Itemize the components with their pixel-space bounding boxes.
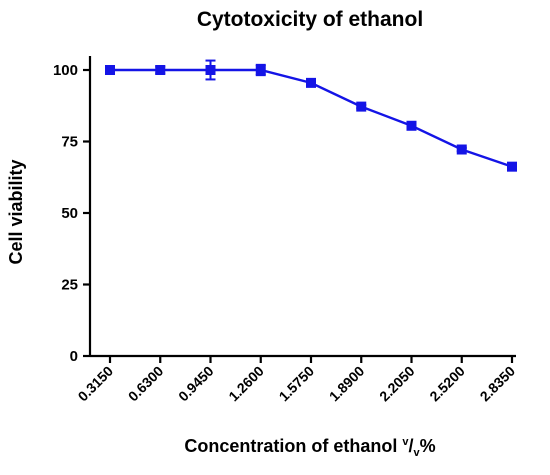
x-axis-label: Concentration of ethanol v/v% (184, 436, 435, 459)
x-tick-label: 1.5750 (276, 363, 318, 405)
data-point (205, 65, 216, 75)
y-tick-label: 75 (61, 134, 78, 151)
data-point (356, 101, 367, 112)
x-tick-label: 0.6300 (125, 363, 167, 405)
x-axis-label-prefix: Concentration of ethanol (184, 436, 402, 456)
chart-title: Cytotoxicity of ethanol (197, 8, 423, 31)
data-point (155, 65, 166, 75)
x-tick-label: 2.2050 (376, 363, 418, 405)
y-tick-label: 0 (70, 348, 78, 365)
x-tick-label: 1.2600 (225, 363, 267, 405)
data-point (105, 65, 115, 75)
data-point (306, 77, 316, 88)
plot-area: 0 25 50 75 100 0.3150 0.6300 0.9450 1.2600 1.5750… (53, 56, 518, 404)
data-point (255, 65, 266, 75)
x-axis-label-slash: / (408, 436, 413, 456)
data-point (507, 161, 517, 172)
data-point (456, 144, 467, 155)
x-tick-label: 1.8900 (326, 363, 368, 405)
x-tick-label: 2.5200 (426, 363, 468, 405)
x-axis-label-suffix: % (420, 436, 436, 456)
x-tick-label: 0.9450 (175, 363, 217, 405)
y-tick-label: 25 (61, 277, 78, 294)
y-axis-label: Cell viability (6, 159, 26, 264)
x-axis-label-sub: v (414, 447, 421, 459)
x-tick-label: 0.3150 (75, 363, 117, 405)
y-tick-label: 50 (61, 205, 78, 222)
data-point (406, 120, 417, 131)
y-tick-label: 100 (53, 62, 78, 79)
x-axis-label-sup: v (402, 436, 409, 448)
x-tick-label: 2.8350 (477, 363, 519, 405)
